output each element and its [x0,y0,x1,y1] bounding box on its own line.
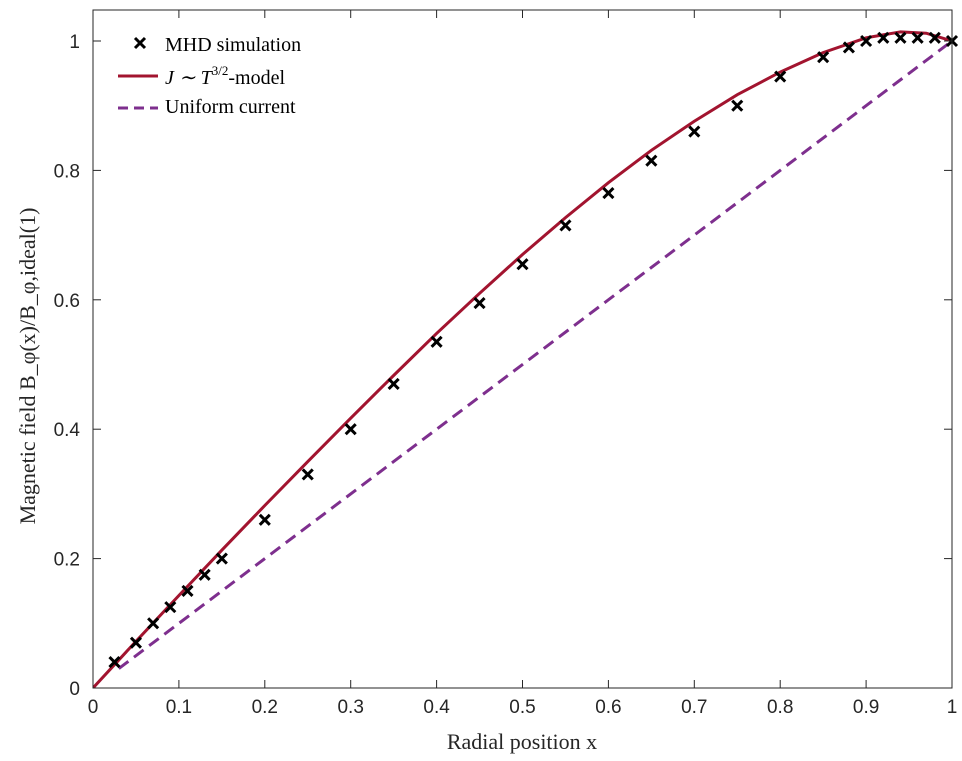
x-axis-label: Radial position x [447,729,597,754]
mhd-point [344,423,357,436]
mhd-point [516,258,529,271]
mhd-point [911,31,924,44]
plot-content [93,30,959,688]
x-tick-label: 0.7 [681,697,707,718]
mhd-point [164,601,177,614]
mhd-point [645,154,658,167]
x-tick-label: 0.1 [166,697,192,718]
legend-marker-mhd [133,36,147,50]
y-tick-label: 0.2 [54,550,80,571]
x-tick-label: 0.3 [337,697,363,718]
mhd-point [258,513,271,526]
axes [92,9,953,689]
tick-labels: 0 0.1 0.2 0.3 0.4 0.5 0.6 0.7 0.8 0.9 1 0 0.2 0.4 0.6 0… [54,32,958,718]
mhd-point [817,51,830,64]
legend-entry-mhd: MHD simulation [133,34,301,56]
mhd-point [928,31,941,44]
mhd-point [860,34,873,48]
x-tick-label: 0.9 [853,697,879,718]
mhd-point [559,219,572,232]
mhd-point [774,70,787,83]
x-tick-label: 0.6 [595,697,621,718]
legend: MHD simulation J ∼ T3/2-model Uniform cu… [118,34,301,118]
y-tick-label: 0 [69,679,80,700]
mhd-point [473,296,486,310]
legend-entry-model: J ∼ T3/2-model [118,63,285,89]
mhd-point [877,31,890,44]
mhd-point [731,99,744,112]
y-tick-label: 1 [69,32,80,53]
mhd-point [181,584,194,598]
legend-label-uniform: Uniform current [165,96,296,118]
mhd-point [129,636,143,649]
x-tick-label: 0.2 [252,697,278,718]
mhd-point [387,377,400,390]
x-tick-label: 0 [88,697,99,718]
legend-entry-uniform: Uniform current [118,96,296,118]
mhd-point [108,656,121,669]
mhd-point [602,186,615,200]
series-line-model [93,30,952,688]
y-tick-label: 0.6 [54,291,80,312]
mhd-point [147,617,160,630]
y-tick-label: 0.4 [54,420,81,441]
mhd-point [215,552,228,565]
x-tick-label: 0.4 [423,697,450,718]
y-tick-label: 0.8 [54,161,80,182]
x-tick-label: 0.5 [509,697,535,718]
x-tick-label: 0.8 [767,697,793,718]
mhd-point [430,335,443,348]
mhd-point [301,468,314,481]
mhd-point [894,31,907,44]
legend-label-mhd: MHD simulation [165,34,301,56]
x-tick-label: 1 [947,697,958,718]
mhd-point [688,125,701,138]
legend-label-model: J ∼ T3/2-model [165,63,285,89]
series-line-uniform [117,39,952,670]
mhd-point [198,568,211,581]
mhd-point [842,41,855,54]
series-mhd [108,31,959,669]
y-axis-label: Magnetic field B_φ(x)/B_φ,ideal(1) [15,208,40,525]
